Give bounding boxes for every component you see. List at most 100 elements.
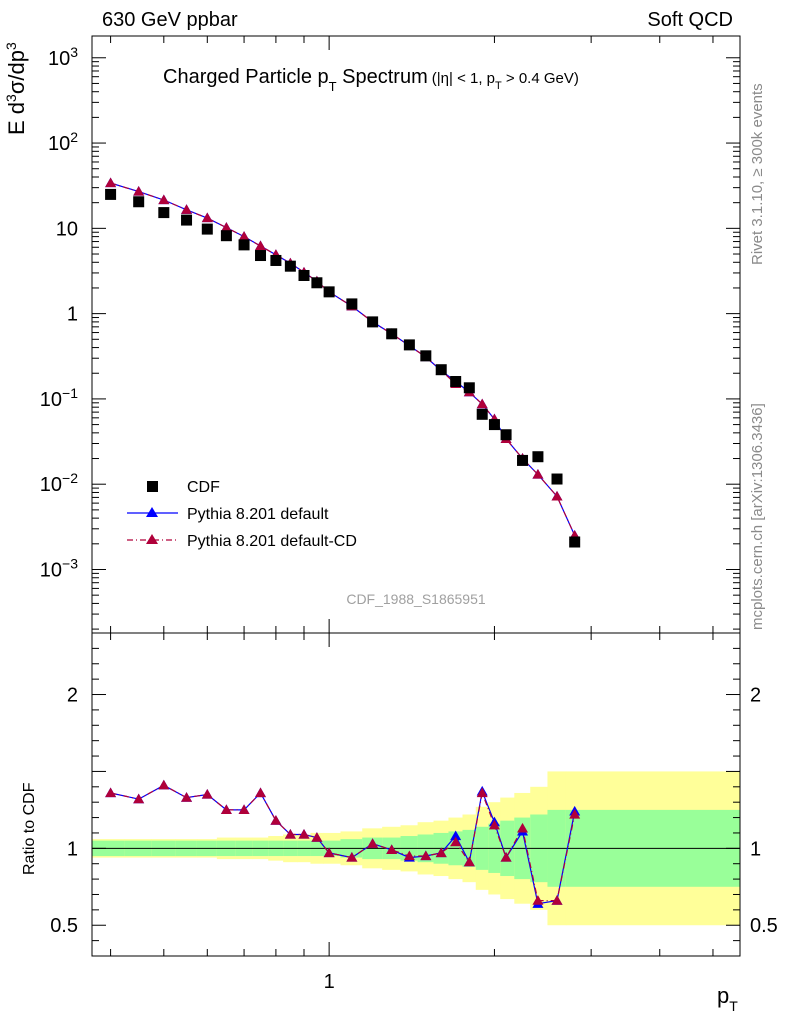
cdf-data-point bbox=[255, 250, 267, 262]
ratio-cd-marker bbox=[105, 787, 117, 798]
ratio-cd-marker bbox=[181, 792, 193, 802]
ratio-cd-marker bbox=[420, 850, 432, 861]
main-y-tick-label: 10−2 bbox=[40, 470, 78, 496]
cdf-data-point bbox=[298, 269, 310, 281]
legend: CDF Pythia 8.201 default Pythia 8.201 de… bbox=[127, 479, 357, 550]
ratio-cd-marker bbox=[255, 787, 267, 798]
ratio-cd-marker bbox=[532, 895, 544, 905]
header-left: 630 GeV ppbar bbox=[102, 9, 238, 31]
ratio-frame bbox=[91, 632, 741, 957]
legend-label-default: Pythia 8.201 default bbox=[187, 506, 329, 523]
cdf-data-point bbox=[551, 473, 563, 485]
cdf-data-point bbox=[500, 429, 512, 441]
pythia-cd-marker bbox=[476, 398, 488, 409]
cdf-data-point bbox=[569, 536, 581, 548]
ratio-cd-marker bbox=[346, 852, 358, 862]
pythia-cd-marker bbox=[255, 240, 267, 251]
main-y-tick-label: 102 bbox=[48, 129, 78, 155]
main-y-tick-label: 1 bbox=[67, 304, 78, 326]
ratio-y-tick-label: 0.5 bbox=[50, 915, 78, 937]
main-y-tick-label: 103 bbox=[48, 44, 78, 70]
ratio-cd-marker bbox=[386, 844, 398, 854]
ratio-y-tick-label-right: 2 bbox=[750, 685, 761, 707]
pythia-cd-marker bbox=[532, 468, 544, 479]
main-y-axis-label: E d3σ/dp3 bbox=[3, 42, 29, 135]
ratio-cd-marker bbox=[488, 819, 500, 830]
rivet-label: Rivet 3.1.10, ≥ 300k events bbox=[749, 83, 766, 265]
legend-marker-default bbox=[146, 507, 158, 517]
ratio-cd-marker bbox=[367, 838, 379, 848]
header-right: Soft QCD bbox=[647, 9, 733, 31]
cdf-data-point bbox=[158, 207, 170, 219]
ratio-cd-marker bbox=[403, 850, 415, 861]
main-y-tick-label: 10−3 bbox=[40, 555, 78, 581]
cdf-data-point bbox=[181, 214, 193, 226]
mcplots-label: mcplots.cern.ch [arXiv:1306.3436] bbox=[749, 403, 766, 630]
ratio-cd-marker bbox=[133, 793, 145, 804]
ratio-cd-marker bbox=[220, 804, 232, 815]
cdf-data-point bbox=[420, 350, 432, 362]
cdf-data-point bbox=[386, 328, 398, 340]
ratio-cd-marker bbox=[569, 808, 581, 819]
analysis-id: CDF_1988_S1865951 bbox=[346, 591, 486, 607]
cdf-data-point bbox=[133, 196, 145, 208]
legend-marker-cd bbox=[146, 534, 158, 544]
cdf-data-point bbox=[367, 316, 379, 328]
ratio-cd-curve bbox=[110, 784, 576, 902]
ratio-cd-marker bbox=[450, 836, 462, 847]
main-y-tick-label: 10 bbox=[56, 218, 78, 240]
ratio-cd-marker bbox=[476, 787, 488, 798]
ratio-cd-marker bbox=[298, 828, 310, 839]
ratio-panel: 2 2 1 1 0.5 0.5 1 bbox=[50, 36, 778, 993]
pythia-cd-marker bbox=[551, 490, 563, 501]
cdf-data-point bbox=[284, 260, 296, 272]
cdf-data-point bbox=[476, 408, 488, 420]
cdf-data-point bbox=[403, 339, 415, 351]
ratio-cd-marker bbox=[463, 856, 475, 867]
cdf-data-point bbox=[105, 188, 117, 200]
plot-title: Charged Particle pT Spectrum (|η| < 1, pT… bbox=[163, 66, 579, 94]
main-y-tick-label: 10−1 bbox=[40, 385, 78, 411]
ratio-cd-marker bbox=[323, 847, 335, 858]
pythia-default-curve bbox=[110, 182, 576, 536]
pythia-cd-marker bbox=[105, 177, 117, 188]
ratio-cd-marker bbox=[270, 815, 282, 825]
ratio-default-marker bbox=[450, 830, 462, 841]
legend-label-cd: Pythia 8.201 default-CD bbox=[187, 533, 357, 550]
legend-marker-cdf bbox=[147, 481, 158, 492]
cdf-data-point bbox=[238, 239, 250, 251]
cdf-data-point bbox=[270, 254, 282, 266]
cdf-data-point bbox=[517, 454, 529, 466]
cdf-data-point bbox=[311, 277, 323, 289]
pythia-cd-marker bbox=[201, 212, 213, 223]
ratio-y-tick-label-right: 1 bbox=[750, 838, 761, 860]
cdf-data-point bbox=[463, 382, 475, 394]
cdf-data-point bbox=[450, 376, 462, 388]
ratio-cd-marker bbox=[435, 847, 447, 858]
cdf-data-point bbox=[435, 364, 447, 376]
pythia-cd-marker bbox=[158, 194, 170, 205]
pythia-cd-marker bbox=[220, 222, 232, 232]
cdf-data-point bbox=[532, 451, 544, 463]
pythia-cd-marker bbox=[181, 204, 193, 214]
pythia-cd-marker bbox=[238, 231, 250, 241]
ratio-cd-marker bbox=[551, 895, 563, 905]
ratio-y-tick-label: 2 bbox=[67, 685, 78, 707]
pythia-cd-curve bbox=[110, 182, 576, 536]
ratio-cd-marker bbox=[311, 832, 323, 842]
cdf-data-point bbox=[488, 419, 500, 431]
ratio-cd-marker bbox=[238, 804, 250, 815]
ratio-y-tick-label-right: 0.5 bbox=[750, 915, 778, 937]
x-tick-label: 1 bbox=[324, 971, 335, 993]
ratio-cd-marker bbox=[500, 852, 512, 862]
x-axis-label: pT bbox=[717, 983, 738, 1014]
ratio-cd-marker bbox=[158, 779, 170, 790]
cdf-data-point bbox=[346, 298, 358, 310]
cdf-data-point bbox=[220, 230, 232, 242]
ratio-cd-marker bbox=[201, 789, 213, 799]
ratio-cd-marker bbox=[284, 828, 296, 839]
ratio-y-axis-label: Ratio to CDF bbox=[21, 782, 38, 875]
ratio-y-tick-label: 1 bbox=[67, 838, 78, 860]
